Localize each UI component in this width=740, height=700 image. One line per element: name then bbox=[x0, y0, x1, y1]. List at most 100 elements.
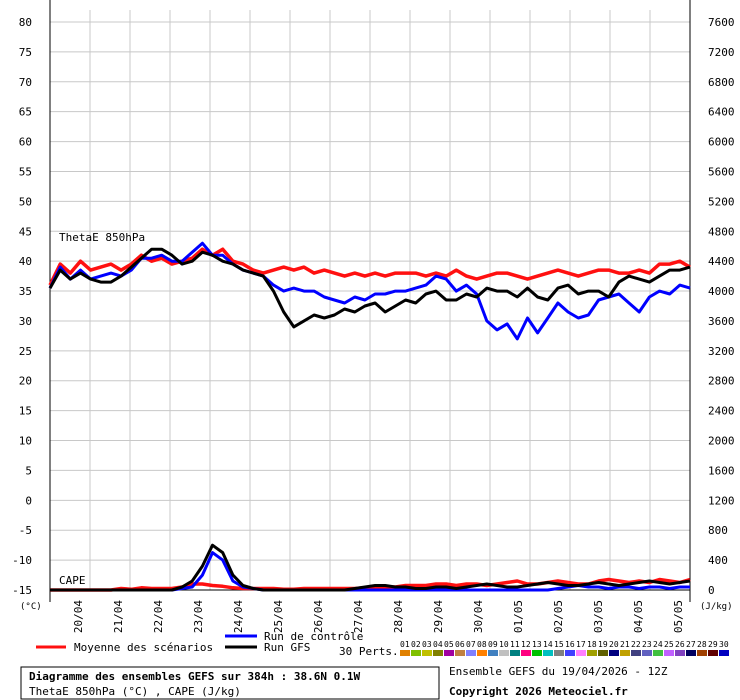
member-swatch bbox=[664, 650, 674, 656]
left-tick-label: 20 bbox=[19, 375, 32, 388]
copyright: Copyright 2026 Meteociel.fr bbox=[449, 685, 628, 698]
member-number: 18 bbox=[587, 640, 597, 649]
member-number: 23 bbox=[642, 640, 652, 649]
member-number: 24 bbox=[653, 640, 663, 649]
left-tick-label: 50 bbox=[19, 195, 32, 208]
member-swatch bbox=[708, 650, 718, 656]
member-number: 21 bbox=[620, 640, 630, 649]
left-tick-label: -15 bbox=[12, 584, 32, 597]
left-tick-label: 60 bbox=[19, 136, 32, 149]
member-swatch bbox=[499, 650, 509, 656]
left-tick-label: 40 bbox=[19, 255, 32, 268]
member-swatch bbox=[477, 650, 487, 656]
right-tick-label: 3200 bbox=[708, 345, 735, 358]
legend-mean-label: Moyenne des scénarios bbox=[74, 641, 213, 654]
mean-thetae-line bbox=[48, 247, 691, 286]
left-tick-label: 70 bbox=[19, 76, 32, 89]
member-number: 01 bbox=[400, 640, 410, 649]
x-tick-label: 28/04 bbox=[392, 600, 405, 633]
member-number: 22 bbox=[631, 640, 641, 649]
right-axis-unit: (J/kg) bbox=[700, 602, 733, 612]
member-swatch bbox=[521, 650, 531, 656]
left-tick-label: 25 bbox=[19, 345, 32, 358]
member-number: 30 bbox=[719, 640, 729, 649]
member-swatch bbox=[400, 650, 410, 656]
member-swatch bbox=[653, 650, 663, 656]
legend: Moyenne des scénarios Run de contrôle Ru… bbox=[36, 630, 729, 658]
member-swatch bbox=[422, 650, 432, 656]
member-swatch bbox=[510, 650, 520, 656]
x-tick-label: 05/05 bbox=[672, 600, 685, 633]
right-tick-label: 3600 bbox=[708, 315, 735, 328]
member-swatch bbox=[631, 650, 641, 656]
footer-subtitle: ThetaE 850hPa (°C) , CAPE (J/kg) bbox=[29, 685, 241, 698]
left-tick-label: -10 bbox=[12, 554, 32, 567]
left-tick-label: 5 bbox=[25, 464, 32, 477]
member-swatch bbox=[609, 650, 619, 656]
member-number: 13 bbox=[532, 640, 542, 649]
member-swatch bbox=[411, 650, 421, 656]
member-number: 04 bbox=[433, 640, 443, 649]
member-swatches bbox=[400, 650, 729, 656]
member-number: 02 bbox=[411, 640, 421, 649]
right-tick-label: 1200 bbox=[708, 494, 735, 507]
left-tick-label: 10 bbox=[19, 435, 32, 448]
x-axis-ticks: 20/04 21/04 22/04 23/04 24/04 25/04 26/04 27/04… bbox=[72, 600, 685, 633]
thetae-panel-label: ThetaE 850hPa bbox=[59, 231, 145, 244]
member-swatch bbox=[554, 650, 564, 656]
member-swatch bbox=[697, 650, 707, 656]
x-tick-label: 22/04 bbox=[152, 600, 165, 633]
member-number: 26 bbox=[675, 640, 685, 649]
cape-panel-label: CAPE bbox=[59, 574, 86, 587]
x-tick-label: 26/04 bbox=[312, 600, 325, 633]
member-swatch bbox=[532, 650, 542, 656]
gfs-thetae-line bbox=[48, 247, 691, 329]
left-tick-label: 80 bbox=[19, 16, 32, 29]
legend-perts-label: 30 Perts. bbox=[339, 645, 399, 658]
footer-title: Diagramme des ensembles GEFS sur 384h : … bbox=[29, 670, 361, 683]
right-tick-label: 7200 bbox=[708, 46, 735, 59]
x-tick-label: 27/04 bbox=[352, 600, 365, 633]
left-tick-label: 45 bbox=[19, 225, 32, 238]
right-axis-ticks: 7600720068006400600056005200480044004000… bbox=[708, 16, 735, 597]
member-number: 20 bbox=[609, 640, 619, 649]
member-swatch bbox=[433, 650, 443, 656]
member-swatch bbox=[587, 650, 597, 656]
member-number: 14 bbox=[543, 640, 553, 649]
member-swatch bbox=[719, 650, 729, 656]
right-tick-label: 0 bbox=[708, 584, 715, 597]
right-tick-label: 2400 bbox=[708, 405, 735, 418]
right-tick-label: 400 bbox=[708, 554, 728, 567]
member-number: 29 bbox=[708, 640, 718, 649]
x-tick-label: 03/05 bbox=[592, 600, 605, 633]
footer-box bbox=[20, 666, 440, 700]
member-number: 06 bbox=[455, 640, 465, 649]
left-tick-label: 75 bbox=[19, 46, 32, 59]
right-tick-label: 4800 bbox=[708, 225, 735, 238]
right-tick-label: 6400 bbox=[708, 106, 735, 119]
x-tick-label: 21/04 bbox=[112, 600, 125, 633]
member-number: 10 bbox=[499, 640, 509, 649]
member-number: 08 bbox=[477, 640, 487, 649]
member-number: 12 bbox=[521, 640, 531, 649]
x-tick-label: 23/04 bbox=[192, 600, 205, 633]
member-swatch bbox=[466, 650, 476, 656]
member-number: 25 bbox=[664, 640, 674, 649]
right-tick-label: 4000 bbox=[708, 285, 735, 298]
member-number: 07 bbox=[466, 640, 476, 649]
series-lines bbox=[48, 241, 691, 592]
grid bbox=[49, 0, 691, 602]
x-tick-label: 29/04 bbox=[432, 600, 445, 633]
right-tick-label: 6000 bbox=[708, 136, 735, 149]
right-tick-label: 1600 bbox=[708, 464, 735, 477]
left-tick-label: 55 bbox=[19, 165, 32, 178]
x-tick-label: 24/04 bbox=[232, 600, 245, 633]
left-tick-label: 30 bbox=[19, 315, 32, 328]
member-number: 28 bbox=[697, 640, 707, 649]
right-tick-label: 7600 bbox=[708, 16, 735, 29]
right-tick-label: 2800 bbox=[708, 375, 735, 388]
right-tick-label: 4400 bbox=[708, 255, 735, 268]
right-tick-label: 5600 bbox=[708, 165, 735, 178]
